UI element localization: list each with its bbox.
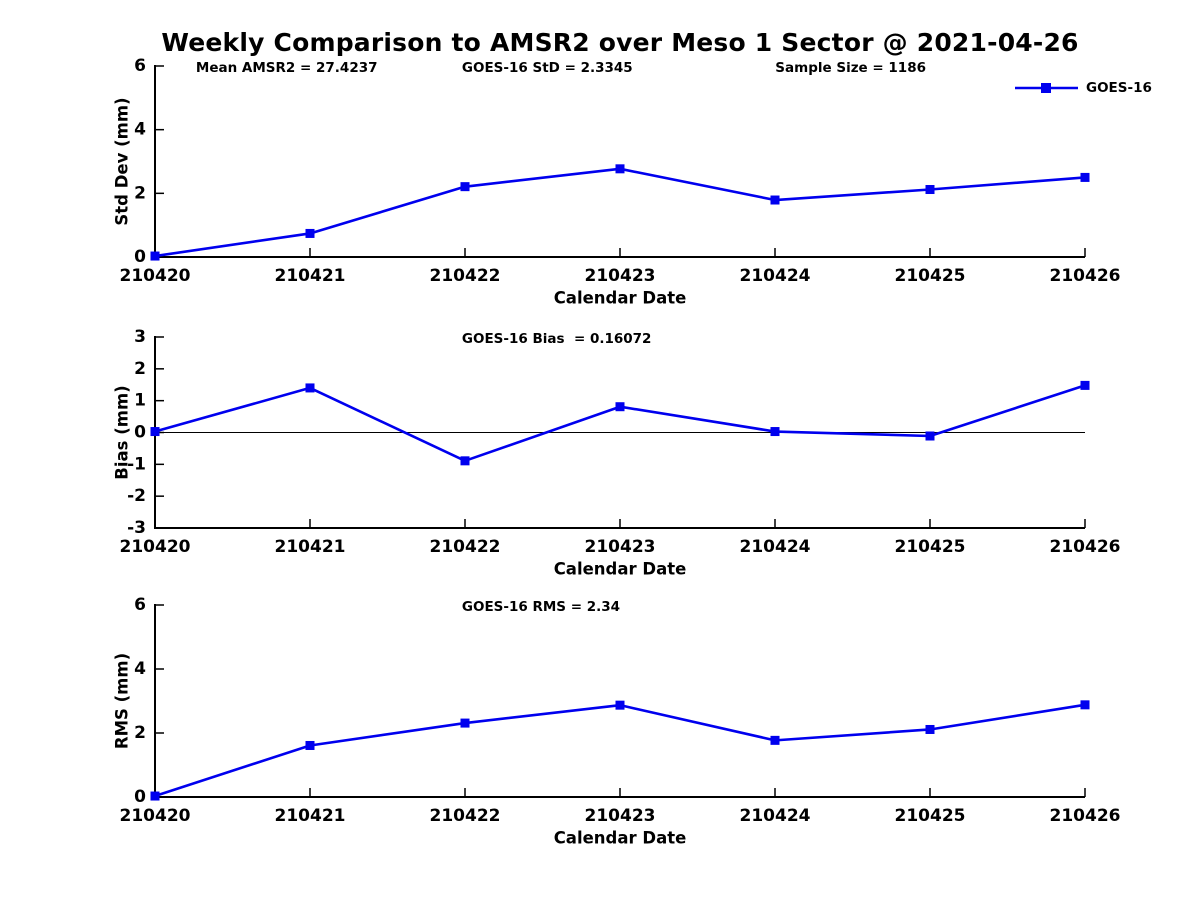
y-tick-label: 1 [134,391,146,411]
x-axis-title: Calendar Date [554,829,687,848]
x-tick-label: 210424 [740,537,811,557]
x-axis-title: Calendar Date [554,560,687,579]
series-marker [305,383,315,393]
y-tick-label: 6 [134,595,146,615]
y-tick-label: -3 [127,518,146,538]
series-marker [150,791,160,801]
annotation: Mean AMSR2 = 27.4237 [196,60,378,76]
y-tick-label: -2 [127,486,146,506]
series-marker [925,185,935,195]
y-tick-label: 2 [134,359,146,379]
legend: GOES-16 [1015,80,1152,96]
annotation: GOES-16 Bias = 0.16072 [462,331,652,347]
y-axis-title: RMS (mm) [113,653,132,749]
legend-marker-icon [1041,83,1051,93]
x-tick-label: 210422 [430,806,501,826]
x-tick-label: 210425 [895,537,966,557]
y-tick-label: 4 [134,120,146,140]
annotation: GOES-16 StD = 2.3345 [462,60,633,76]
x-tick-label: 210425 [895,266,966,286]
y-tick-label: 4 [134,659,146,679]
series-marker [460,718,470,728]
series-marker [150,251,160,261]
series-marker [305,740,315,750]
x-tick-label: 210421 [275,806,346,826]
series-marker [925,724,935,734]
series-marker [615,402,625,412]
series-marker [770,427,780,437]
y-tick-label: 0 [134,423,146,443]
annotation: GOES-16 RMS = 2.34 [462,599,620,615]
series-marker [1080,700,1090,710]
x-axis-title: Calendar Date [554,289,687,308]
x-tick-label: 210422 [430,266,501,286]
y-tick-label: 0 [134,787,146,807]
series-marker [925,431,935,441]
chart-bias: -3 -2 -1 0 1 2 3 210420 210421 210422 210423 210424… [113,327,1121,579]
x-tick-label: 210426 [1050,537,1121,557]
x-tick-label: 210423 [585,537,656,557]
series-marker [305,228,315,238]
x-tick-label: 210426 [1050,806,1121,826]
series-line [154,384,1086,463]
series-marker [770,735,780,745]
y-tick-label: 2 [134,183,146,203]
series-line [154,703,1086,798]
series-marker [1080,172,1090,182]
chart-rms: 0 2 4 6 210420 210421 210422 210423 210424 210425… [113,595,1121,848]
annotation: Sample Size = 1186 [775,60,926,76]
legend-label: GOES-16 [1086,80,1152,96]
series-marker [460,456,470,466]
y-tick-label: 0 [134,247,146,267]
x-tick-label: 210421 [275,537,346,557]
x-tick-label: 210420 [120,806,191,826]
x-tick-label: 210421 [275,266,346,286]
series-marker [460,182,470,192]
series-marker [150,427,160,437]
x-tick-label: 210420 [120,537,191,557]
x-tick-label: 210422 [430,537,501,557]
series-marker [1080,380,1090,390]
series-marker [615,164,625,174]
series-marker [770,195,780,205]
x-tick-label: 210420 [120,266,191,286]
x-tick-label: 210424 [740,806,811,826]
chart-stddev: 0 2 4 6 210420 210421 210422 210423 210424 210425… [113,56,1121,308]
x-tick-label: 210423 [585,266,656,286]
x-tick-label: 210423 [585,806,656,826]
series-marker [615,700,625,710]
y-axis-title: Std Dev (mm) [113,97,132,225]
y-axis-title: Bias (mm) [113,385,132,479]
series-line [154,167,1086,258]
x-tick-label: 210425 [895,806,966,826]
y-tick-label: 3 [134,327,146,347]
y-tick-label: 2 [134,723,146,743]
figure-title: Weekly Comparison to AMSR2 over Meso 1 S… [161,28,1079,57]
x-tick-label: 210424 [740,266,811,286]
x-tick-label: 210426 [1050,266,1121,286]
y-tick-label: 6 [134,56,146,76]
y-tick-label: -1 [127,454,146,474]
